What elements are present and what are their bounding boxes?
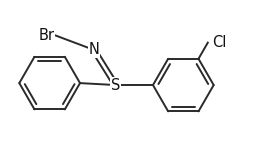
Text: Cl: Cl (212, 35, 226, 50)
Text: Br: Br (39, 28, 55, 43)
Text: N: N (88, 42, 99, 57)
Text: S: S (111, 78, 120, 93)
